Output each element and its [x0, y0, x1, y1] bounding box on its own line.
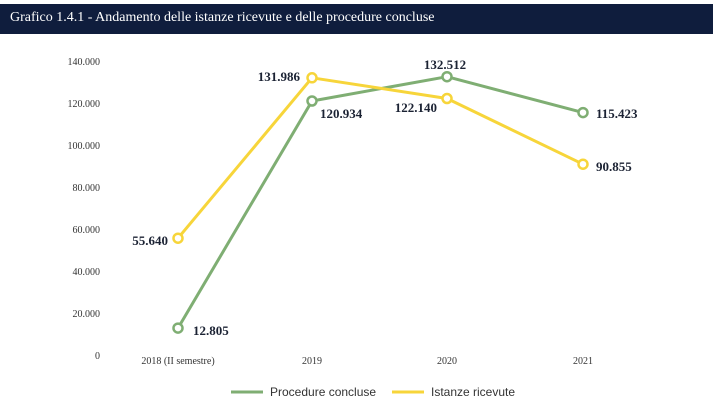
data-label: 122.140 — [395, 100, 437, 115]
series-line — [176, 76, 585, 240]
data-point — [577, 106, 589, 119]
y-tick-label: 40.000 — [73, 267, 101, 278]
legend-label: Istanze ricevute — [431, 385, 515, 399]
data-label: 132.512 — [424, 57, 466, 72]
x-tick-label: 2018 (II semestre) — [141, 356, 214, 367]
data-label: 12.805 — [193, 323, 229, 338]
legend-label: Procedure concluse — [270, 385, 376, 399]
y-tick-label: 100.000 — [68, 141, 101, 152]
chart-title-bar: Grafico 1.4.1 - Andamento delle istanze … — [0, 4, 713, 34]
data-label: 115.423 — [596, 106, 638, 121]
data-label: 120.934 — [320, 106, 363, 121]
y-tick-label: 80.000 — [73, 183, 101, 194]
data-point — [577, 158, 589, 170]
series-line — [176, 75, 585, 330]
chart-title: Grafico 1.4.1 - Andamento delle istanze … — [10, 10, 435, 25]
data-point — [306, 95, 318, 107]
x-tick-label: 2019 — [302, 356, 322, 367]
data-point — [172, 232, 184, 244]
y-tick-label: 120.000 — [68, 99, 101, 110]
data-label: 55.640 — [132, 233, 168, 248]
y-tick-label: 0 — [95, 351, 100, 362]
x-tick-label: 2021 — [573, 356, 593, 367]
y-tick-label: 140.000 — [68, 57, 101, 68]
data-label: 90.855 — [596, 159, 632, 174]
data-point — [306, 72, 318, 84]
x-tick-label: 2020 — [437, 356, 457, 367]
data-label: 131.986 — [258, 69, 301, 84]
data-point — [441, 92, 453, 105]
y-tick-label: 60.000 — [73, 225, 101, 236]
data-point — [172, 322, 184, 334]
y-tick-label: 20.000 — [73, 309, 101, 320]
data-point — [441, 70, 453, 83]
